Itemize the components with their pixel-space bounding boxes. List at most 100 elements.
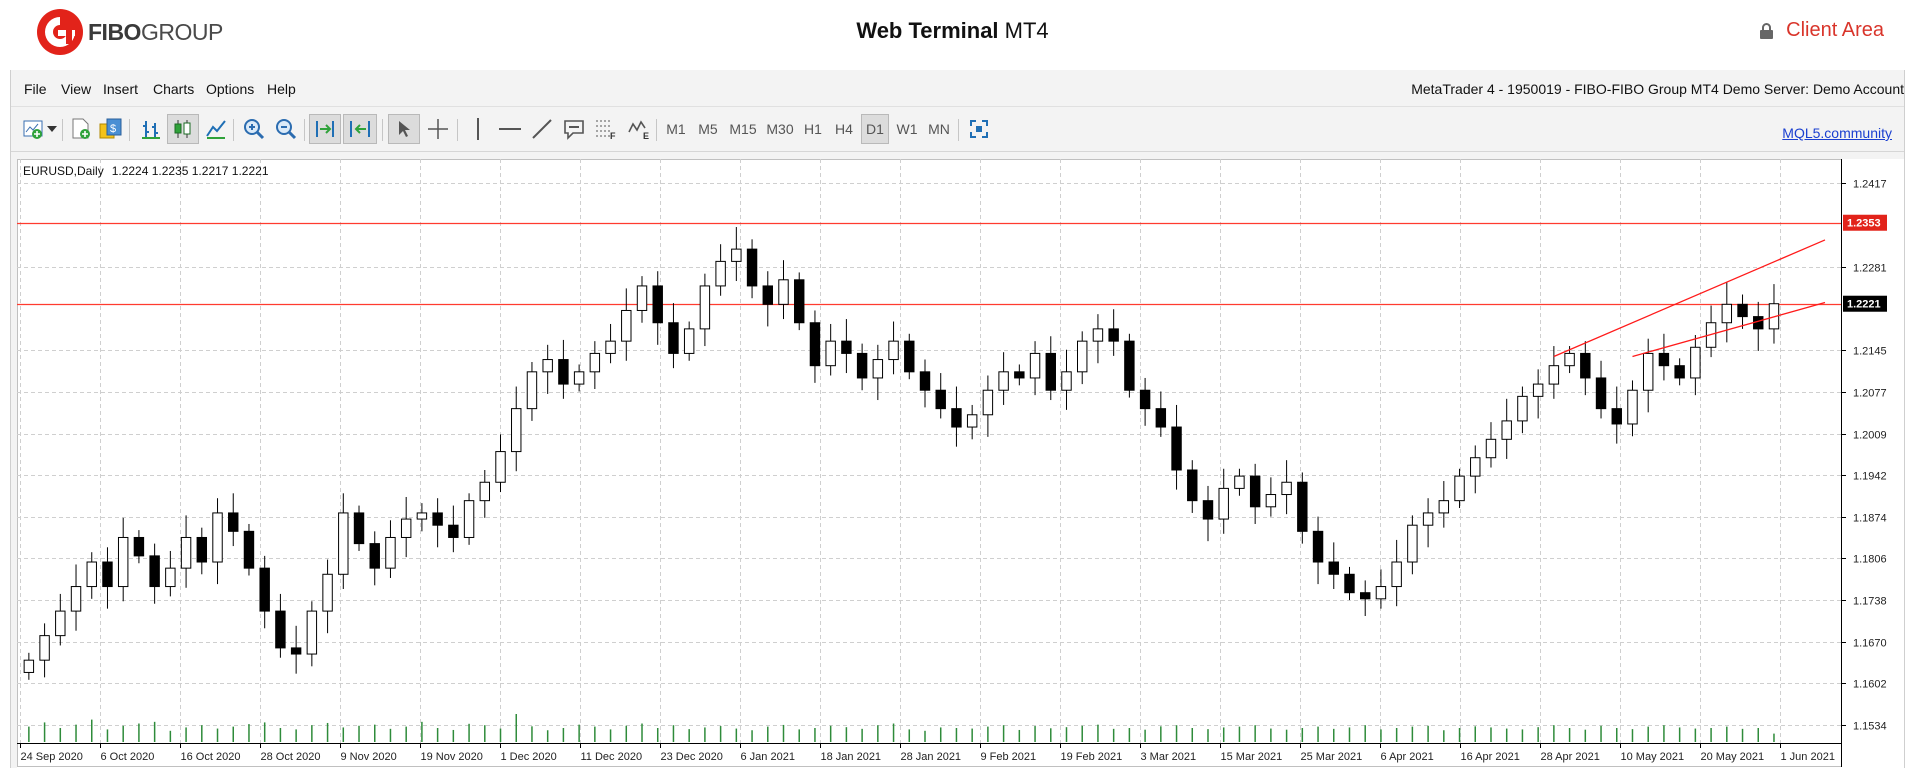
candle-body: [1485, 438, 1497, 459]
elliott-wave-icon[interactable]: E: [624, 114, 654, 144]
candle-body: [1548, 365, 1560, 385]
candle-body: [731, 248, 742, 262]
candle-body: [1124, 340, 1135, 391]
candle-body: [1234, 475, 1245, 489]
timeframe-m30[interactable]: M30: [766, 121, 794, 137]
chart-border: [17, 159, 1842, 767]
candle-body: [1092, 328, 1104, 342]
site-header: FIBOGROUP Web Terminal MT4 Client Area: [0, 0, 1905, 68]
x-tick-label: 9 Feb 2021: [981, 751, 1037, 763]
chart-area[interactable]: 1.2417 1.2281 1.2145 1.2077 1.2009 1.1942 1.18…: [17, 159, 1904, 768]
menu-options[interactable]: Options: [206, 81, 255, 97]
menu-view[interactable]: View: [61, 81, 92, 97]
candle-body: [338, 512, 349, 575]
autoscroll-icon[interactable]: [309, 114, 341, 144]
y-tick-label: 1.1602: [1853, 679, 1887, 691]
toolbar-separator: [382, 119, 383, 141]
timeframe-m15[interactable]: M15: [729, 121, 757, 137]
candle-body: [495, 451, 506, 483]
candle-body: [1470, 457, 1481, 477]
toolbar-separator: [958, 119, 959, 141]
y-tick-label: 1.2417: [1853, 179, 1887, 191]
candles-group: [23, 227, 1780, 680]
menu-charts[interactable]: Charts: [153, 81, 195, 97]
zoom-out-icon[interactable]: [271, 114, 301, 144]
candle-body: [1171, 426, 1182, 471]
chart-shift-icon[interactable]: [343, 114, 377, 144]
candle-body: [196, 536, 208, 563]
y-tick-label: 1.1670: [1853, 638, 1887, 650]
client-area-link[interactable]: Client Area: [1760, 19, 1884, 42]
svg-text:$: $: [110, 123, 116, 135]
timeframe-h1[interactable]: H1: [804, 121, 822, 137]
x-tick-label: 25 Mar 2021: [1301, 751, 1363, 763]
candle-body: [448, 524, 459, 538]
candle-body: [1517, 395, 1528, 422]
candle-body: [1737, 303, 1748, 318]
candle-body: [86, 561, 97, 588]
candlestick-chart-icon[interactable]: [167, 114, 199, 144]
horizontal-line-icon[interactable]: [495, 114, 525, 144]
candle-body: [259, 567, 270, 612]
x-tick-label: 19 Feb 2021: [1061, 751, 1123, 763]
y-tick-label: 1.2281: [1853, 263, 1887, 275]
candle-body: [668, 322, 679, 354]
chart-period: Daily: [77, 164, 104, 178]
price-label-box: [1843, 214, 1887, 231]
price-chart[interactable]: 1.2417 1.2281 1.2145 1.2077 1.2009 1.1942 1.18…: [17, 159, 1904, 768]
x-tick-label: 19 Nov 2020: [421, 751, 483, 763]
x-tick-label: 6 Oct 2020: [101, 751, 155, 763]
candle-body: [621, 309, 632, 342]
candle-body: [102, 561, 113, 588]
candle-body: [558, 359, 569, 385]
fullscreen-icon[interactable]: [964, 114, 994, 144]
timeframe-mn[interactable]: MN: [928, 121, 950, 137]
candle-body: [290, 647, 302, 655]
trendline-icon[interactable]: [527, 114, 557, 144]
zoom-in-icon[interactable]: [239, 114, 269, 144]
crosshair-icon[interactable]: [423, 114, 453, 144]
candle-body: [400, 518, 412, 538]
candle-body: [306, 610, 318, 655]
bar-chart-icon[interactable]: [136, 114, 166, 144]
y-tick-label: 1.1942: [1853, 471, 1887, 483]
y-tick-label: 1.2077: [1853, 388, 1887, 400]
candle-body: [1281, 481, 1292, 496]
menu-help[interactable]: Help: [267, 81, 296, 97]
x-tick-label: 9 Nov 2020: [341, 751, 397, 763]
toolbar-separator: [457, 119, 458, 141]
candle-body: [762, 285, 773, 305]
candle-body: [1359, 592, 1371, 600]
timeframe-m5[interactable]: M5: [698, 121, 718, 137]
text-label-icon[interactable]: [559, 114, 589, 144]
y-tick-label: 1.1874: [1853, 513, 1887, 525]
market-deposit-icon[interactable]: $: [96, 114, 126, 144]
timeframe-d1[interactable]: D1: [861, 114, 889, 144]
new-chart-icon[interactable]: [19, 114, 49, 144]
dropdown-arrow-icon[interactable]: [46, 114, 58, 144]
timeframe-h4[interactable]: H4: [835, 121, 853, 137]
candle-body: [856, 352, 868, 379]
line-chart-icon[interactable]: [201, 114, 231, 144]
chart-ohlc: 1.2224 1.2235 1.2217 1.2221: [112, 164, 269, 178]
timeframe-w1[interactable]: W1: [896, 121, 918, 137]
fibogroup-logo[interactable]: FIBOGROUP: [36, 8, 223, 56]
mql5-community-link[interactable]: MQL5.community: [1782, 125, 1892, 141]
y-tick-label: 1.1534: [1853, 721, 1887, 733]
new-order-icon[interactable]: [66, 114, 96, 144]
menu-insert[interactable]: Insert: [103, 81, 139, 97]
fibonacci-icon[interactable]: F: [591, 114, 621, 144]
timeframe-m1[interactable]: M1: [666, 121, 686, 137]
x-tick-label: 16 Apr 2021: [1461, 751, 1520, 763]
candle-body: [1202, 500, 1214, 520]
x-tick-label: 11 Dec 2020: [581, 751, 643, 763]
candle-body: [1014, 371, 1025, 379]
x-tick-label: 1 Jun 2021: [1781, 751, 1835, 763]
candle-body: [275, 610, 286, 649]
candle-body: [605, 340, 616, 354]
menu-file[interactable]: File: [24, 81, 47, 97]
vertical-line-icon[interactable]: [463, 114, 493, 144]
cursor-icon[interactable]: [388, 114, 420, 144]
menu-bar: File View Insert Charts Options Help Met…: [11, 70, 1904, 107]
x-tick-label: 28 Jan 2021: [901, 751, 962, 763]
